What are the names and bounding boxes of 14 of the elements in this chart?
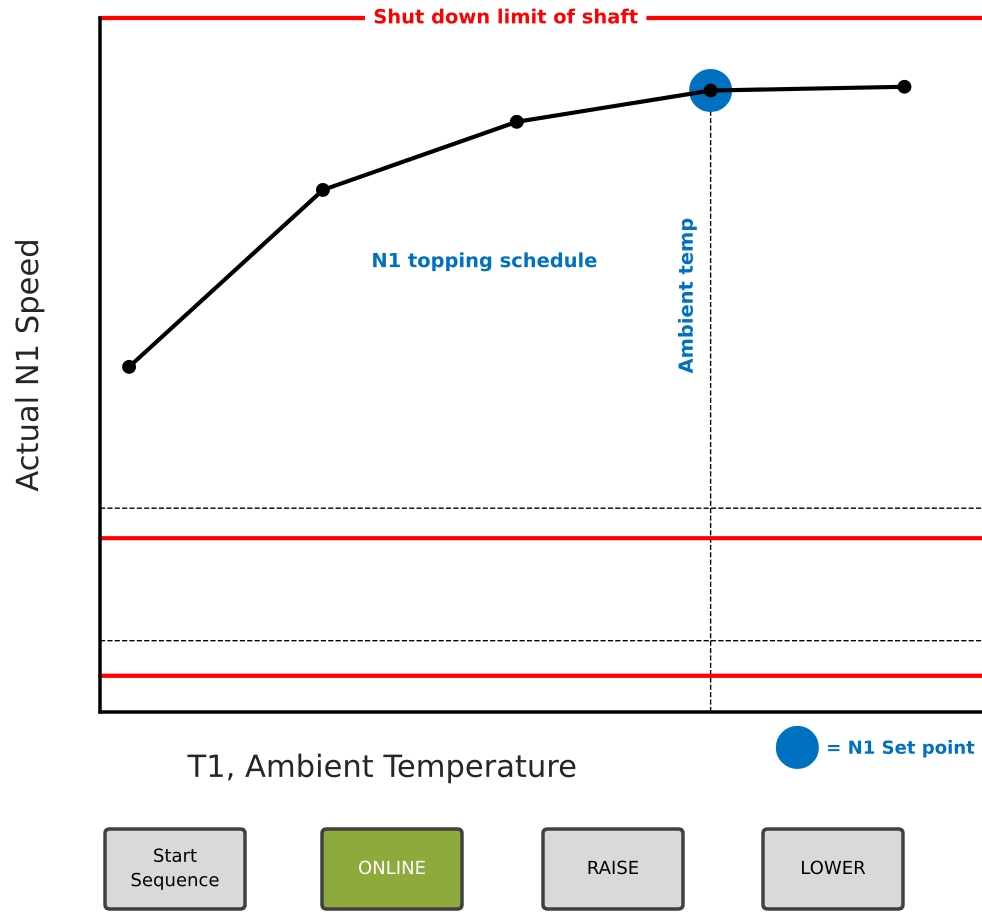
- annotation: N1 topping schedule: [373, 252, 596, 272]
- point: [510, 114, 524, 129]
- legend-label: = N1 Set point: [828, 740, 974, 758]
- text: Start Sequence: [132, 848, 219, 890]
- y-axis-title: Actual N1 Speed: [14, 241, 44, 492]
- x-axis-title: T1, Ambient Temperature: [187, 754, 576, 784]
- point: [316, 182, 330, 197]
- annotation: Ambient temp: [678, 218, 697, 374]
- text: ONLINE: [359, 860, 425, 874]
- point: [898, 80, 912, 94]
- text: LOWER: [802, 860, 866, 874]
- text: RAISE: [588, 860, 638, 874]
- ref-line-label: Shut down limit of shaft: [374, 8, 638, 24]
- point: [122, 360, 136, 374]
